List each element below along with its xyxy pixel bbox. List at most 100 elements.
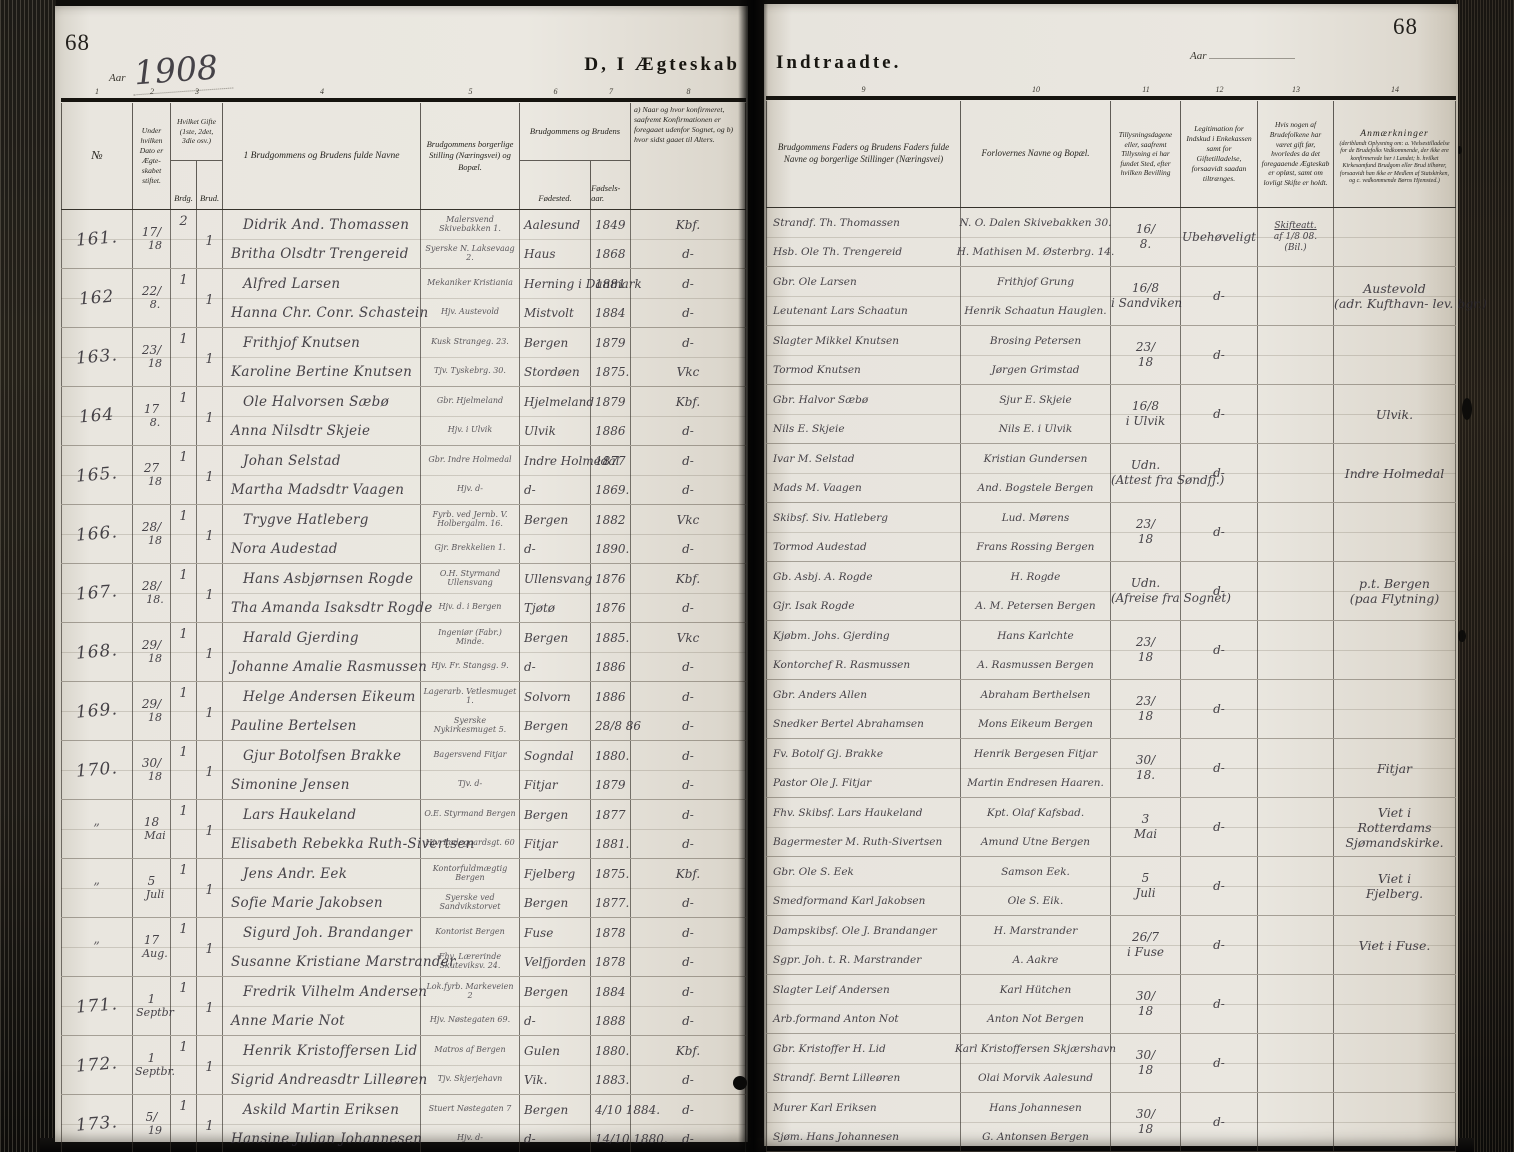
marriage-date: 18 (148, 239, 162, 252)
gifte-bride: 1 (205, 765, 214, 780)
father-name: Murer Karl Eriksen (773, 1101, 877, 1114)
cell-stilling: Kusk Strangeg. 23. Tjv. Tyskebrg. 30. (421, 328, 520, 386)
cell-fodselsaar: 1879 1875. (591, 328, 631, 386)
cell-legitimation: d- (1181, 621, 1258, 679)
gifte-groom: 1 (179, 981, 188, 996)
left-table-header: № Under hvilken Dato er Ægte­skabet stif… (61, 103, 746, 210)
table-row-left: 168. 29/18 1 1 Harald Gjerding Johanne Amalie… (61, 623, 746, 682)
cell-date: 29/18 (133, 682, 171, 740)
occupation-residence: Kontorist Bergen (435, 927, 505, 937)
table-row-left: ” 5 Juli 1 1 Jens Andr. Eek Sofie Marie Jakobs… (61, 859, 746, 918)
cell-skifte (1258, 267, 1334, 325)
birth-year: 1879 (595, 394, 626, 409)
banns-date: 23/ (1135, 340, 1156, 354)
confirmation-note: d- (682, 954, 694, 969)
person-name: Karoline Bertine Knutsen (231, 363, 413, 380)
cell-date: 5/19 (133, 1095, 171, 1152)
occupation-residence: Ingeniør (Fabr.) Minde. (438, 628, 502, 646)
register-title-right: Indtraadte. (776, 52, 902, 73)
cell-konfirmeret: Kbf. d- (631, 210, 746, 268)
heavy-rule (766, 96, 1456, 100)
cell-date: 17/18 (133, 210, 171, 268)
book-edge-right (1456, 0, 1514, 1152)
table-row-left: 171. 1 Septbr 1 1 Fredrik Vilhelm Andersen Ann… (61, 977, 746, 1036)
cell-fodselsaar: 1877 1869. (591, 446, 631, 504)
birth-year: 1884 (595, 305, 626, 320)
cell-forlovere: N. O. Dalen Skivebakken 30. H. Mathisen M… (957, 208, 1114, 266)
column-number: 6 (553, 87, 558, 96)
gifte-groom: 1 (179, 863, 188, 878)
banns-date: 18 (1137, 1004, 1154, 1018)
remark: Fitjar (1377, 760, 1412, 776)
cell-stilling: Gbr. Indre Holmedal Hjv. d- (421, 446, 520, 504)
father-name: Fhv. Skibsf. Lars Haukeland (773, 806, 923, 819)
banns-date: 16/ (1135, 222, 1156, 236)
cell-fodested: Bergen Fitjar (520, 800, 591, 858)
gifte-bride: 1 (205, 1001, 214, 1016)
cell-konfirmeret: d-d- (631, 1095, 746, 1152)
cell-konfirmeret: d-d- (631, 269, 746, 327)
cell-skifte (1258, 1034, 1334, 1092)
cell-legitimation: d- (1181, 798, 1258, 856)
occupation-residence: Fhv. Lærerinde Skuteviksv. 24. (438, 952, 502, 970)
cell-fodested: Aalesund Haus (520, 210, 591, 268)
cell-fathers: Gb. Asbj. A. Rogde Gjr. Isak Rogde (766, 562, 961, 620)
occupation-residence: Tjv. Tyskebrg. 30. (434, 366, 506, 376)
legitimation-note: d- (1213, 643, 1225, 657)
marriage-date: 22/ (141, 284, 162, 298)
right-page: 68 Indtraadte. Aar 9 10 11 12 13 14 Brud… (764, 4, 1487, 1152)
confirmation-note: Kbf. (675, 866, 701, 881)
cell-names: Lars Haukeland Elisabeth Rebekka Ruth-Siv… (223, 800, 475, 858)
confirmation-note: Vkc (676, 630, 700, 645)
birth-year: 1877 (595, 453, 626, 468)
person-name: Nora Audestad (231, 540, 338, 557)
legitimation-note: d- (1213, 289, 1225, 303)
cell-konfirmeret: Kbf. d- (631, 387, 746, 445)
cell-fodselsaar: 1876 1876 (591, 564, 631, 622)
table-row-left: ” 18 Mai 1 1 Lars Haukeland Elisabeth Rebekka … (61, 800, 746, 859)
header-gifte: Hvilket Gifte (1ste, 2det, 3die osv.) Br… (171, 103, 223, 209)
gifte-groom: 1 (179, 1040, 188, 1055)
father-name: Strandf. Th. Thomassen (773, 216, 900, 229)
father-name: Tormod Audestad (773, 540, 867, 553)
banns-date: 18 (1137, 1122, 1154, 1136)
record-number: 164 (78, 404, 116, 428)
cell-names: Frithjof Knutsen Karoline Bertine Knutsen (223, 328, 421, 386)
table-row-right: Kjøbm. Johs. Gjerding Kontorchef R. Rasmu… (766, 621, 1456, 680)
occupation-residence: Stuert Nøstegaten 7 (428, 1104, 512, 1114)
person-name: Askild Martin Eriksen (243, 1101, 400, 1118)
cell-gifte-brdg: 1 (171, 623, 197, 681)
probate-note: Skifteatt. (1274, 220, 1317, 231)
birthplace: Aalesund (524, 217, 581, 232)
cell-anmerkning (1334, 326, 1456, 384)
birthplace: Solvorn (524, 689, 571, 704)
cell-fodested: Fuse Velfjorden (520, 918, 591, 976)
cell-fodested: Bergen d- (520, 1095, 591, 1152)
witness-name: Frans Rossing Bergen (976, 540, 1095, 553)
remark: Indre Holmedal (1344, 465, 1445, 481)
person-name: Johan Selstad (243, 452, 341, 469)
cell-date: 17 8. (133, 387, 171, 445)
witness-name: Hans Johannesen (989, 1101, 1082, 1114)
occupation-residence: Syerske Nykirkesmuget 5. (433, 716, 507, 734)
gifte-groom: 1 (179, 686, 188, 701)
cell-fodselsaar: 1881 1884 (591, 269, 631, 327)
table-row-left: 162 22/8. 1 1 Alfred Larsen Hanna Chr. Conr. … (61, 269, 746, 328)
banns-date: 18 (1137, 650, 1154, 664)
cell-tillysning: 30/18 (1111, 975, 1181, 1033)
cell-record-number: 172. (61, 1036, 133, 1094)
cell-anmerkning: Fitjar (1334, 739, 1456, 797)
birth-year: 1890. (595, 541, 630, 556)
cell-tillysning: 30/18. (1111, 739, 1181, 797)
cell-gifte-brdg: 1 (171, 741, 197, 799)
cell-gifte-brdg: 2 (171, 210, 197, 268)
cell-gifte-brud: 1 (197, 859, 223, 917)
father-name: Gjr. Isak Rogde (773, 599, 855, 612)
father-name: Strandf. Bernt Lilleøren (773, 1071, 901, 1084)
record-number: 168. (75, 640, 119, 664)
cell-fathers: Gbr. Anders Allen Snedker Bertel Abrahams… (766, 680, 961, 738)
father-name: Slagter Leif Andersen (773, 983, 890, 996)
banns-date: Udn. (1130, 458, 1161, 472)
cell-names: Jens Andr. Eek Sofie Marie Jakobsen (223, 859, 421, 917)
birthplace: Mistvolt (524, 305, 574, 320)
